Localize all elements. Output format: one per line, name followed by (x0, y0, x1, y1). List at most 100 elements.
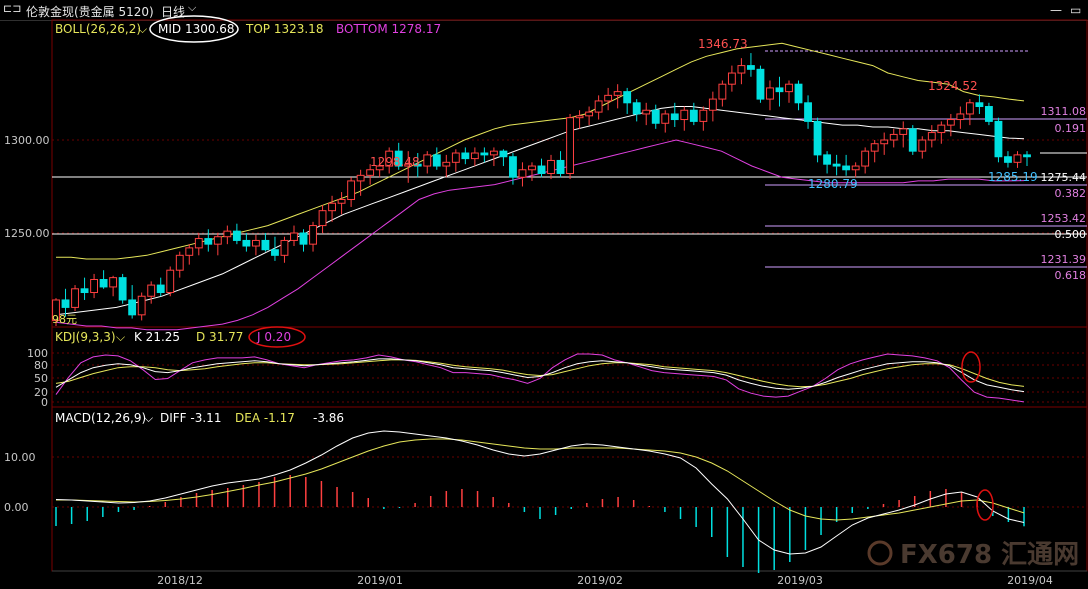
candle-up (851, 165, 860, 171)
fib-price-label: 1253.42 (1041, 212, 1087, 225)
kdj-cross-ellipse (961, 351, 981, 383)
candle-up (309, 225, 317, 245)
candle-up (718, 83, 727, 100)
boll-name[interactable]: BOLL(26,26,2) (55, 22, 141, 36)
minimize-button[interactable]: — (1050, 3, 1062, 17)
macd-dropdown-icon[interactable]: ⌵ (144, 411, 153, 425)
candle-down (794, 83, 803, 104)
candle-down (299, 232, 308, 245)
candle-down (984, 106, 993, 122)
candle-up (470, 152, 479, 160)
candle-up (366, 169, 375, 176)
period-dropdown-icon[interactable]: ⌵ (188, 1, 197, 14)
fib-price-label: 1275.44 (1041, 171, 1087, 184)
candle-up (927, 132, 936, 141)
candle-up (185, 247, 194, 256)
candle-down (632, 102, 641, 115)
candle-up (423, 154, 432, 167)
kdj-k-line (55, 358, 1025, 393)
high-label: 1298.48 (370, 155, 420, 169)
candle-up (547, 159, 555, 174)
candle-down (994, 120, 1003, 158)
candle-down (804, 102, 812, 122)
candle-down (61, 299, 70, 308)
candle-down (747, 65, 755, 70)
high-label: 1346.73 (698, 37, 748, 51)
candle-up (71, 288, 79, 308)
kdj-d-line (55, 359, 1025, 388)
macd-axis: 10.00 0.00 (4, 451, 36, 514)
candle-down (432, 154, 441, 167)
candle-up (899, 128, 908, 135)
kdj-tick: 50 (34, 372, 48, 385)
candle-up (375, 165, 384, 171)
candle-up (385, 150, 394, 167)
fib-ratio-label: 0.500 (1055, 228, 1087, 241)
candle-up (109, 277, 118, 288)
instrument-title: 伦敦金现(贵金属 5120) (26, 5, 154, 19)
kdj-dropdown-icon[interactable]: ⌵ (116, 330, 125, 344)
candle-down (813, 120, 822, 156)
candle-up (965, 102, 974, 115)
candle-down (775, 87, 784, 93)
gridlines (52, 139, 1087, 508)
macd-dea: DEA -1.17 (235, 411, 295, 425)
macd-diff: DIFF -3.11 (160, 411, 221, 425)
candle-up (604, 94, 613, 102)
panel-frames (51, 19, 1088, 572)
candle-up (918, 139, 927, 152)
price-axis: 1300.00 1250.00 (4, 134, 50, 240)
candle-down (156, 284, 165, 294)
candle-up (1013, 154, 1022, 163)
kdj-k: K 21.25 (134, 330, 180, 344)
candle-down (232, 230, 241, 241)
boll-mid-line (55, 106, 1025, 316)
candle-up (528, 165, 536, 171)
candle-up (880, 139, 889, 145)
mid-highlight-ellipse (149, 15, 239, 43)
candle-down (204, 238, 213, 245)
date-label: 2018/12 (157, 574, 203, 587)
candle-down (242, 239, 251, 247)
boll-bottom: BOTTOM 1278.17 (336, 22, 441, 36)
candle-up (861, 150, 870, 167)
candle-down (670, 113, 679, 121)
candle-up (328, 202, 336, 212)
boll-top: TOP 1323.18 (245, 22, 323, 36)
boll-lines (55, 42, 1025, 331)
kdj-j-line (55, 353, 1025, 403)
candle-up (613, 91, 622, 96)
restore-button[interactable]: ▭ (1070, 3, 1082, 17)
candle-up (223, 230, 232, 238)
boll-legend: BOLL(26,26,2) ⌵ MID 1300.68 TOP 1323.18 … (55, 15, 441, 43)
kdj-axis: 100 80 50 20 0 (27, 347, 48, 409)
macd-cross-ellipse (976, 489, 994, 521)
menu-icon[interactable]: ⊏⊐ (3, 2, 22, 15)
candle-up (489, 150, 498, 156)
date-label: 2019/02 (577, 574, 623, 587)
start-label: 98元 (52, 313, 77, 326)
candle-down (509, 156, 517, 178)
candle-down (623, 91, 632, 104)
macd-tick: 0.00 (4, 501, 29, 514)
fib-lines (52, 50, 1087, 268)
boll-dropdown-icon[interactable]: ⌵ (138, 22, 147, 36)
candle-up (956, 113, 965, 121)
candle-up (175, 254, 184, 271)
period-selector[interactable]: 日线 (161, 5, 186, 19)
macd-name[interactable]: MACD(12,26,9) (55, 411, 146, 425)
date-axis: 2018/12 2019/01 2019/02 2019/03 2019/04 (52, 570, 1087, 587)
candle-up (347, 180, 356, 201)
candle-up (737, 65, 746, 74)
candle-up (90, 279, 99, 294)
fib-price-label: 1311.08 (1041, 105, 1087, 118)
candle-down (556, 159, 565, 174)
watermark-logo-icon (867, 540, 893, 566)
kdj-name[interactable]: KDJ(9,3,3) (55, 330, 116, 344)
price-annotations: 1298.48 1346.73 1324.52 1280.79 1285.19 … (52, 37, 1038, 326)
candle-up (699, 109, 708, 122)
candle-down (975, 102, 984, 108)
candle-up (213, 236, 222, 245)
candle-up (785, 83, 793, 93)
candle-down (394, 150, 403, 167)
